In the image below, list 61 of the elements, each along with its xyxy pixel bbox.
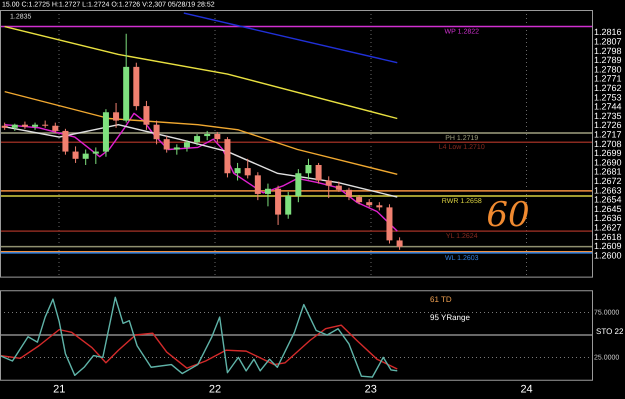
candlestick	[234, 162, 241, 181]
candlestick	[194, 134, 200, 146]
x-tick-label: 23	[364, 383, 377, 396]
candlestick	[72, 146, 79, 164]
y-tick-label: 1.2600	[594, 250, 622, 260]
x-tick-label: 24	[520, 383, 533, 396]
x-tick-label: 21	[53, 383, 66, 396]
candlestick	[42, 120, 48, 128]
y-tick-label: 1.2771	[594, 74, 622, 84]
y-tick-label: 1.2627	[594, 222, 622, 233]
annotation: 95 YRange	[430, 313, 470, 322]
y-tick-label: 1.2654	[594, 194, 622, 205]
candlestick	[154, 120, 160, 145]
x-tick-label: 22	[208, 383, 222, 396]
candlestick	[326, 176, 332, 199]
y-tick-label: 1.2780	[594, 64, 622, 74]
y-tick-label: 1.2735	[594, 110, 622, 121]
y-tick-label: 1.2789	[594, 55, 622, 66]
candlestick	[174, 144, 180, 156]
candlestick	[92, 146, 99, 164]
candlestick	[305, 158, 312, 180]
y-tick-label: 1.2681	[594, 166, 622, 177]
candlestick	[204, 130, 210, 141]
candlestick	[62, 128, 68, 156]
y-tick-label: 1.2672	[594, 176, 622, 186]
y-tick-label: 1.2699	[594, 148, 622, 158]
y-tick-label: 1.2753	[594, 92, 622, 102]
annotation: 61 TD	[430, 295, 452, 304]
y-tick-label: 1.2609	[594, 241, 622, 252]
candlestick	[244, 158, 251, 179]
text: STO 22	[596, 327, 624, 336]
candlestick	[396, 236, 403, 250]
candlestick	[316, 162, 322, 184]
y-tick-label: 1.2618	[594, 232, 622, 242]
candlestick	[346, 187, 352, 201]
y-tick-label: 1.2645	[594, 204, 622, 214]
candlestick	[184, 140, 190, 152]
candlestick	[264, 183, 271, 207]
candlestick	[336, 181, 342, 192]
candlestick	[164, 136, 170, 154]
candlestick	[356, 194, 362, 205]
y-tick-label: 1.2798	[594, 46, 622, 56]
candlestick	[52, 122, 58, 134]
annotation: 60	[486, 194, 530, 235]
candlestick	[113, 102, 120, 128]
candlestick	[143, 100, 150, 130]
y-tick-label: 1.2762	[594, 83, 622, 94]
y-tick-label: 1.2636	[594, 213, 622, 224]
y-tick-label: 1.2744	[594, 102, 622, 112]
y-tick-label: 1.2807	[594, 36, 622, 47]
candlestick	[254, 172, 261, 201]
y-tick-label: 1.2816	[594, 27, 622, 38]
candlestick	[285, 191, 292, 220]
candlestick	[295, 168, 302, 203]
candlestick	[82, 149, 89, 166]
y-tick-label: 1.2717	[594, 130, 622, 140]
candlestick	[214, 131, 220, 143]
y-tick-label: 1.2726	[594, 120, 622, 130]
y-tick-label: 1.2690	[594, 157, 622, 168]
y-tick-label: 1.2663	[594, 185, 622, 196]
y-tick-label: 1.2708	[594, 138, 622, 149]
